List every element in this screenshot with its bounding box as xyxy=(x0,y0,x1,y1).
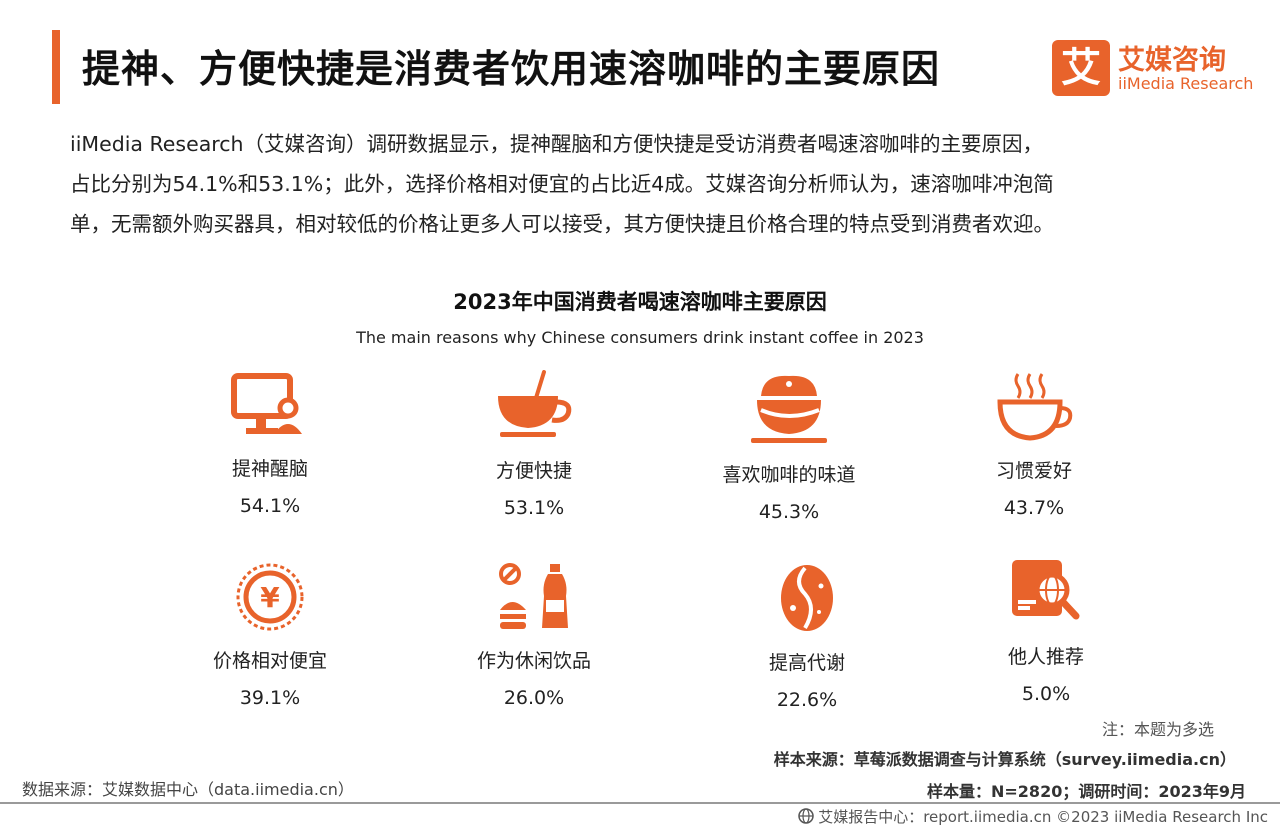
reason-value: 26.0% xyxy=(503,687,565,709)
sample-source: 样本来源：草莓派数据调查与计算系统（survey.iimedia.cn） xyxy=(773,750,1236,769)
footer-divider xyxy=(0,802,1280,804)
reason-label: 提神醒脑 xyxy=(231,458,308,480)
chart-title: 2023年中国消费者喝速溶咖啡主要原因 xyxy=(453,290,827,314)
reason-value: 53.1% xyxy=(503,497,565,519)
reason-value: 43.7% xyxy=(1003,497,1065,519)
reason-value: 22.6% xyxy=(776,689,838,711)
iimedia-logo: 艾 艾媒咨询 iiMedia Research xyxy=(1052,36,1258,98)
intro-line: 单，无需额外购买器具，相对较低的价格让更多人可以接受，其方便快捷且价格合理的特点… xyxy=(70,212,1054,236)
coffee-cup-spoon-icon xyxy=(498,370,572,437)
reason-item: 方便快捷 53.1% xyxy=(424,370,644,519)
reason-label: 提高代谢 xyxy=(768,652,845,674)
computer-user-icon xyxy=(231,373,302,434)
globe-icon xyxy=(798,807,814,828)
logo-mark: 艾 xyxy=(1052,40,1110,96)
svg-text:¥: ¥ xyxy=(260,581,280,614)
sample-size: 样本量：N=2820；调研时间：2023年9月 xyxy=(927,782,1246,801)
reason-item: 他人推荐 5.0% xyxy=(936,556,1156,705)
coffee-cup-face-icon xyxy=(751,375,827,443)
chart-subtitle: The main reasons why Chinese consumers d… xyxy=(356,328,924,347)
reason-label: 他人推荐 xyxy=(1007,646,1084,668)
search-globe-icon xyxy=(1012,560,1080,620)
reason-item: ¥ 价格相对便宜 39.1% xyxy=(160,562,380,709)
reason-item: 喜欢咖啡的味道 45.3% xyxy=(679,370,899,523)
coffee-bean-icon xyxy=(781,565,833,631)
reason-item: 提高代谢 22.6% xyxy=(697,562,917,711)
reason-label: 价格相对便宜 xyxy=(212,650,327,672)
yuan-badge-icon: ¥ xyxy=(236,563,304,631)
page-title: 提神、方便快捷是消费者饮用速溶咖啡的主要原因 xyxy=(82,47,941,91)
reason-value: 5.0% xyxy=(1021,683,1071,705)
reason-item: 提神醒脑 54.1% xyxy=(160,370,380,517)
intro-line: 占比分别为54.1%和53.1%；此外，选择价格相对便宜的占比近4成。艾媒咨询分… xyxy=(70,172,1054,196)
steaming-cup-icon xyxy=(997,373,1073,441)
reason-item: 习惯爱好 43.7% xyxy=(924,370,1144,519)
footer-text: 艾媒报告中心：report.iimedia.cn ©2023 iiMedia R… xyxy=(818,808,1268,826)
logo-name-en: iiMedia Research xyxy=(1118,74,1254,93)
reason-label: 方便快捷 xyxy=(495,460,572,482)
data-source: 数据来源：艾媒数据中心（data.iimedia.cn） xyxy=(22,780,354,799)
snack-drink-icon xyxy=(499,563,568,629)
reason-value: 54.1% xyxy=(239,495,301,517)
reason-label: 喜欢咖啡的味道 xyxy=(722,464,856,486)
reason-value: 45.3% xyxy=(758,501,820,523)
intro-paragraph: iiMedia Research（艾媒咨询）调研数据显示，提神醒脑和方便快捷是受… xyxy=(70,124,1240,244)
title-accent-bar xyxy=(52,30,60,104)
reason-label: 习惯爱好 xyxy=(995,460,1072,482)
multi-select-note: 注：本题为多选 xyxy=(1101,720,1214,739)
reason-label: 作为休闲饮品 xyxy=(476,650,591,672)
intro-line: iiMedia Research（艾媒咨询）调研数据显示，提神醒脑和方便快捷是受… xyxy=(70,132,1044,156)
reason-item: 作为休闲饮品 26.0% xyxy=(424,562,644,709)
footer: 艾媒报告中心：report.iimedia.cn ©2023 iiMedia R… xyxy=(798,806,1268,828)
logo-name-cn: 艾媒咨询 xyxy=(1118,45,1226,76)
reason-value: 39.1% xyxy=(239,687,301,709)
